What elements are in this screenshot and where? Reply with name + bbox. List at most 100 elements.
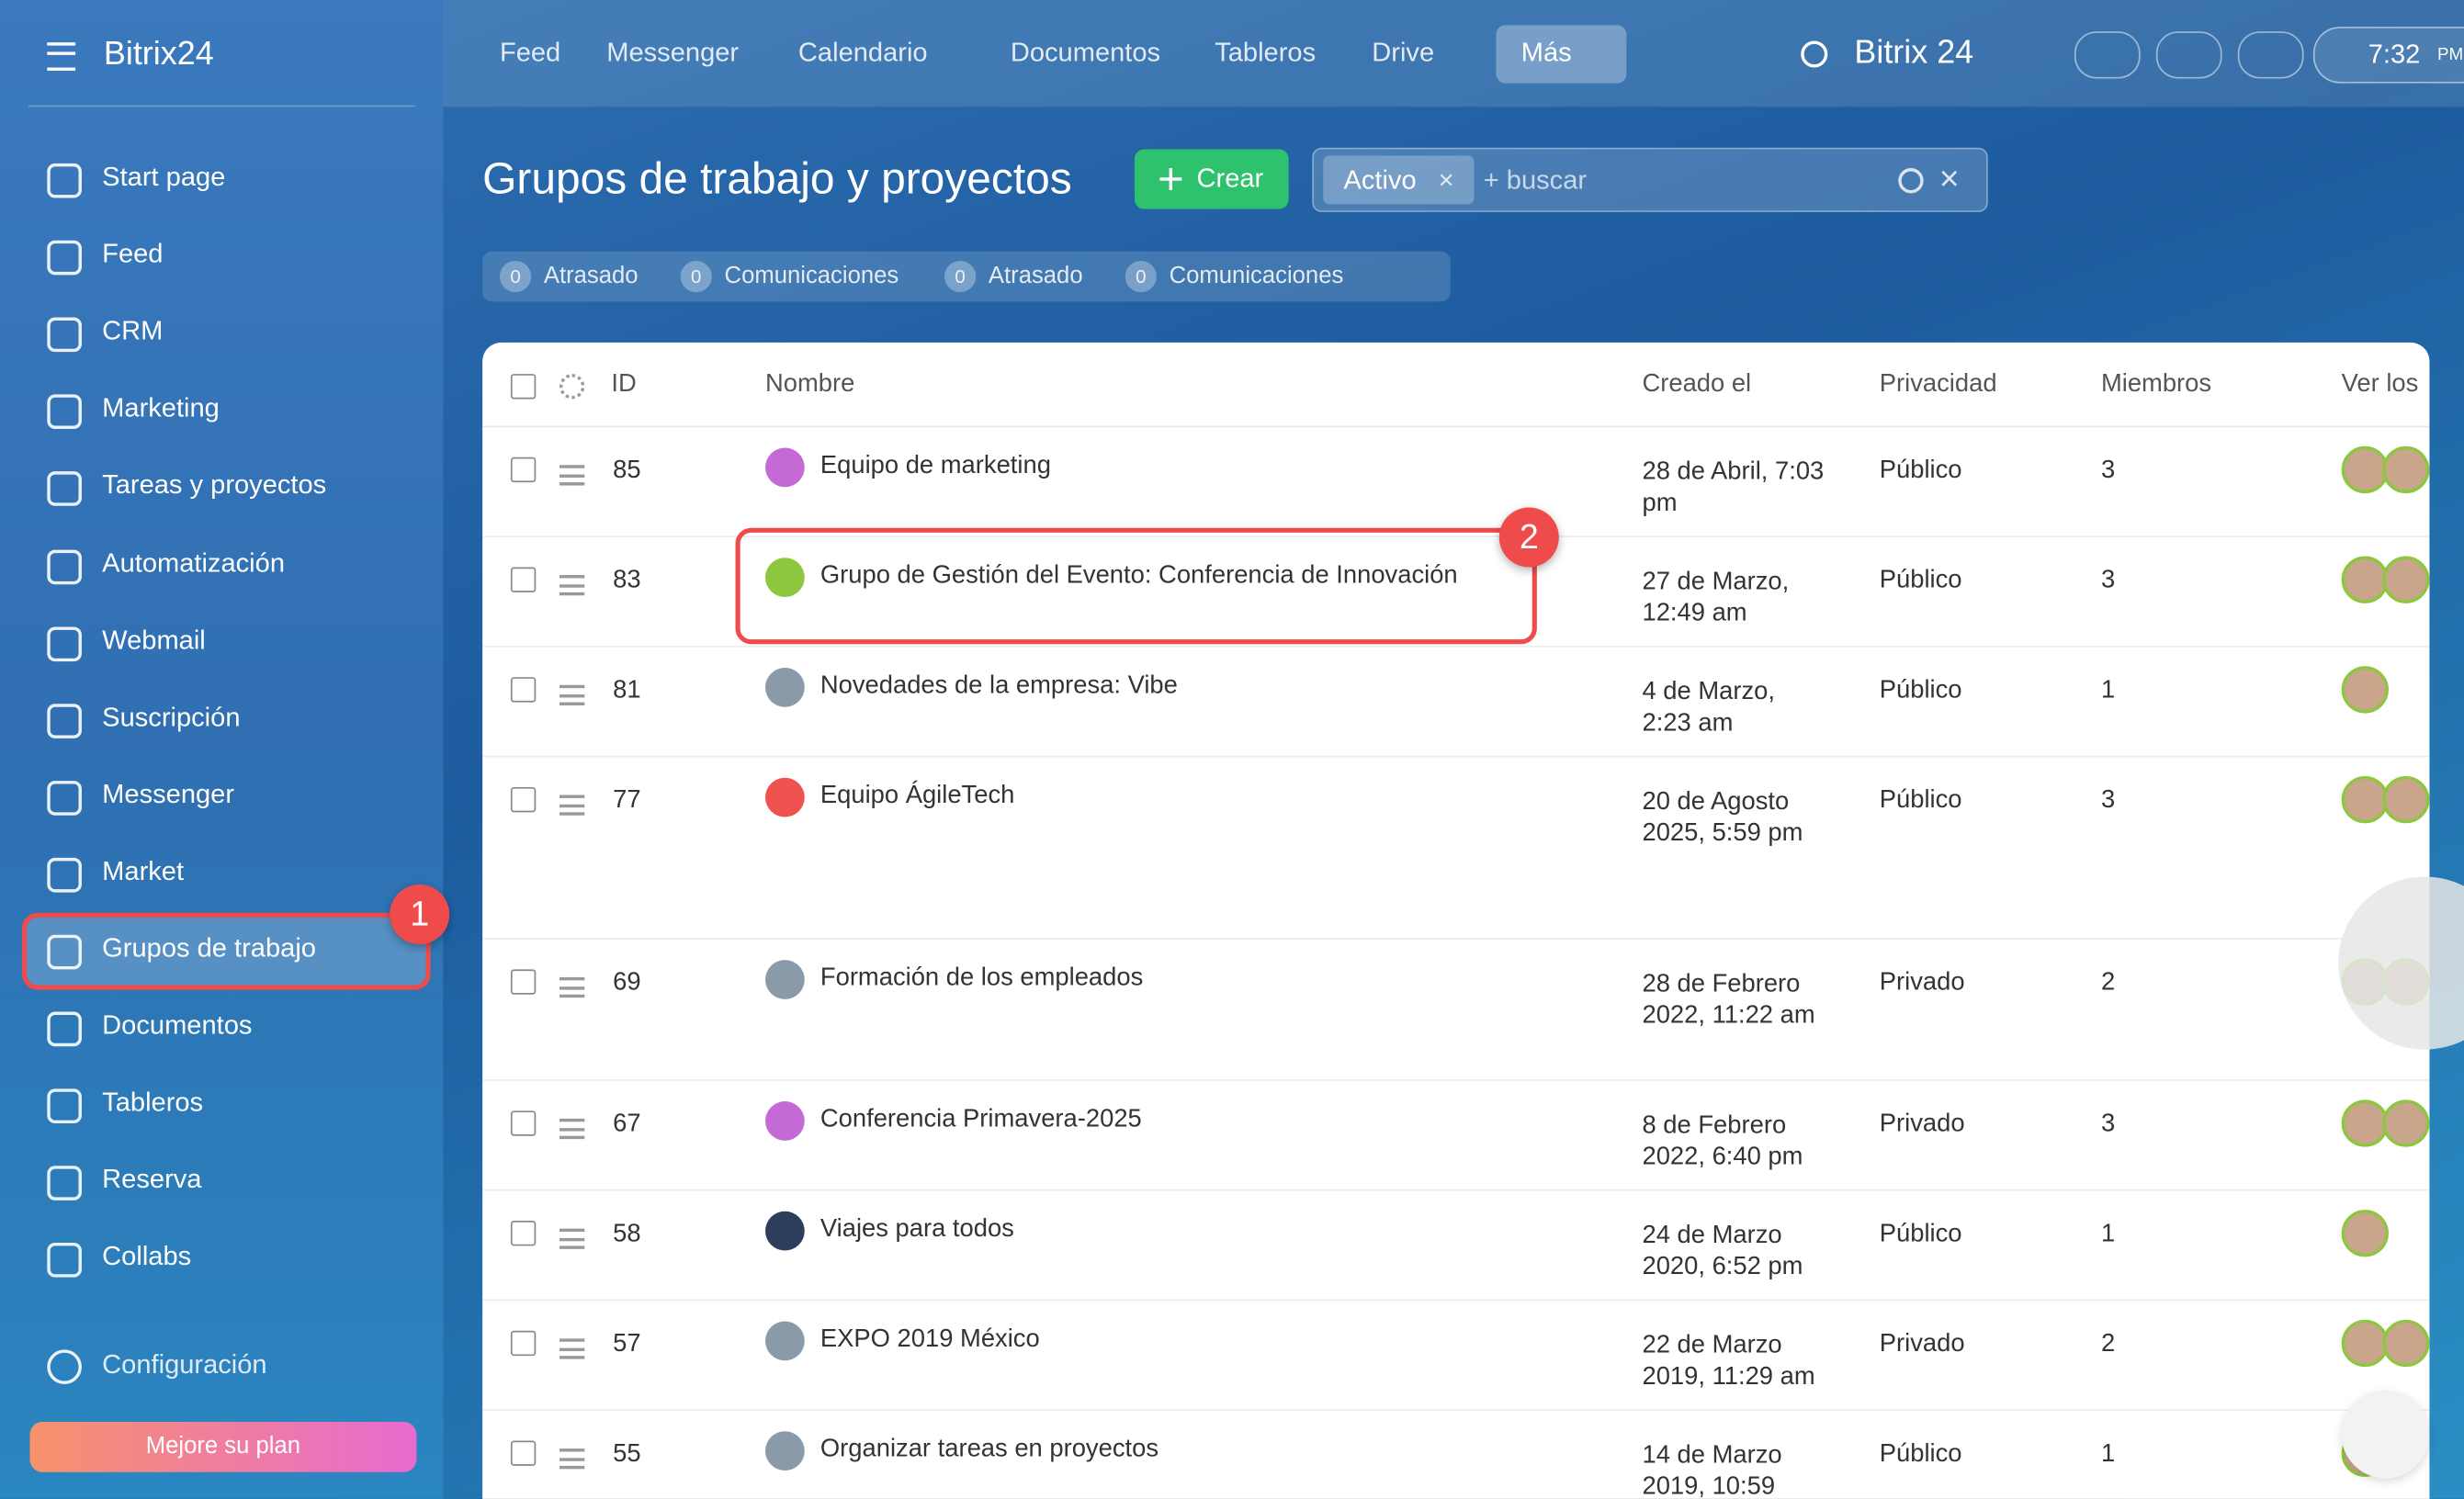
group-name[interactable]: Conferencia Primavera-2025 bbox=[819, 1106, 1142, 1133]
drag-handle[interactable] bbox=[559, 1338, 585, 1359]
menu-item[interactable]: Collabs bbox=[102, 1241, 192, 1272]
invite-button[interactable] bbox=[2074, 31, 2141, 79]
member-avatar[interactable] bbox=[2341, 1099, 2389, 1147]
upgrade-button[interactable]: Mejore su plan bbox=[29, 1422, 417, 1472]
help-button[interactable] bbox=[2237, 31, 2304, 79]
column-header[interactable]: Nombre bbox=[765, 370, 855, 398]
counter[interactable]: 0 Comunicaciones bbox=[1125, 260, 1343, 293]
menu-item[interactable]: Automatización bbox=[102, 547, 286, 578]
row-checkbox[interactable] bbox=[510, 567, 537, 592]
menu-item[interactable]: Marketing bbox=[102, 393, 220, 423]
menu-item[interactable]: Start page bbox=[102, 162, 226, 192]
row-checkbox[interactable] bbox=[510, 1330, 537, 1357]
row-checkbox[interactable] bbox=[510, 456, 537, 483]
row-checkbox[interactable] bbox=[510, 1221, 537, 1246]
drag-handle[interactable] bbox=[559, 1448, 585, 1470]
menu-item[interactable]: Suscripción bbox=[102, 702, 241, 732]
nav-item[interactable]: Feed bbox=[499, 38, 561, 68]
row-checkbox[interactable] bbox=[510, 1440, 537, 1466]
member-avatar[interactable] bbox=[2341, 666, 2389, 714]
list-button[interactable] bbox=[2341, 1390, 2430, 1479]
drag-handle[interactable] bbox=[559, 684, 585, 706]
menu-item[interactable]: Webmail bbox=[102, 625, 206, 655]
rocket-button[interactable] bbox=[2155, 31, 2222, 79]
menu-item[interactable]: Market bbox=[102, 856, 185, 886]
logo[interactable]: Bitrix24 bbox=[103, 36, 214, 73]
header-divider bbox=[482, 425, 2430, 428]
search-clear[interactable]: × bbox=[1938, 158, 1960, 198]
drag-handle[interactable] bbox=[559, 575, 585, 596]
settings-gear[interactable] bbox=[559, 374, 585, 400]
column-header[interactable]: Privacidad bbox=[1879, 370, 1997, 398]
nav-item[interactable]: Tableros bbox=[1215, 38, 1317, 68]
member-avatar[interactable] bbox=[2382, 1319, 2430, 1368]
members: 1 bbox=[2100, 1440, 2116, 1468]
menu-item[interactable]: Tableros bbox=[102, 1087, 204, 1118]
group-name[interactable]: Grupo de Gestión del Evento: Conferencia… bbox=[819, 562, 1458, 590]
column-header[interactable]: Creado el bbox=[1642, 370, 1752, 398]
column-header[interactable]: Miembros bbox=[2100, 370, 2212, 398]
drag-handle[interactable] bbox=[559, 795, 585, 816]
row-checkbox[interactable] bbox=[510, 969, 537, 995]
created-date: 24 de Marzo 2020, 6:52 pm bbox=[1642, 1222, 1803, 1281]
row-checkbox[interactable] bbox=[510, 1110, 537, 1136]
search-icon[interactable] bbox=[1801, 40, 1828, 68]
counter[interactable]: 0 Comunicaciones bbox=[680, 260, 899, 293]
drag-handle[interactable] bbox=[559, 1228, 585, 1249]
create-button[interactable]: Crear bbox=[1134, 149, 1289, 209]
select-all[interactable] bbox=[510, 374, 537, 400]
menu-item[interactable]: Grupos de trabajo bbox=[102, 933, 316, 964]
group-name[interactable]: Organizar tareas en proyectos bbox=[819, 1436, 1159, 1463]
created-date: 28 de Abril, 7:03 pm bbox=[1642, 458, 1825, 517]
column-header[interactable]: ID bbox=[611, 370, 637, 398]
nav-item[interactable]: Más bbox=[1520, 38, 1572, 68]
menu-item[interactable]: Messenger bbox=[102, 779, 235, 809]
member-avatar[interactable] bbox=[2382, 556, 2430, 603]
group-name[interactable]: EXPO 2019 México bbox=[819, 1325, 1040, 1353]
highlight-box bbox=[21, 912, 431, 990]
menu-icon[interactable] bbox=[47, 42, 76, 71]
nav-item[interactable]: Documentos bbox=[1010, 38, 1161, 68]
member-avatar[interactable] bbox=[2341, 1210, 2389, 1257]
search-go[interactable] bbox=[1898, 168, 1924, 194]
nav-item[interactable]: Drive bbox=[1372, 38, 1435, 68]
privacy: Privado bbox=[1879, 1110, 1965, 1138]
menu-item[interactable]: Feed bbox=[102, 239, 164, 269]
search-box[interactable]: Activo × + buscar × bbox=[1312, 147, 1988, 212]
group-name[interactable]: Equipo de marketing bbox=[819, 452, 1051, 479]
drag-handle[interactable] bbox=[559, 465, 585, 486]
settings-link[interactable]: Configuración bbox=[102, 1349, 267, 1380]
row-checkbox[interactable] bbox=[510, 677, 537, 703]
member-avatar[interactable] bbox=[2382, 1099, 2430, 1147]
row-checkbox[interactable] bbox=[510, 786, 537, 813]
group-name[interactable]: Equipo ÁgileTech bbox=[819, 782, 1015, 809]
counter[interactable]: 0 Atrasado bbox=[499, 260, 639, 293]
row-divider bbox=[482, 1079, 2430, 1081]
nav-item[interactable]: Messenger bbox=[606, 38, 740, 68]
member-avatar[interactable] bbox=[2341, 775, 2389, 824]
menu-icon bbox=[47, 1243, 82, 1279]
tag-remove[interactable]: × bbox=[1438, 164, 1454, 196]
menu-item[interactable]: Reserva bbox=[102, 1164, 202, 1195]
member-avatar[interactable] bbox=[2382, 445, 2430, 494]
counter-label: Atrasado bbox=[543, 262, 639, 289]
members: 3 bbox=[2100, 567, 2116, 594]
clock[interactable]: 7:32 PM bbox=[2312, 27, 2464, 84]
menu-item[interactable]: Tareas y proyectos bbox=[102, 470, 327, 501]
group-name[interactable]: Viajes para todos bbox=[819, 1215, 1014, 1244]
filter-tag[interactable]: Activo × bbox=[1323, 155, 1475, 205]
nav-item[interactable]: Calendario bbox=[797, 38, 928, 68]
counter[interactable]: 0 Atrasado bbox=[944, 260, 1083, 293]
row-divider bbox=[482, 938, 2430, 940]
created-date: 4 de Marzo, 2:23 am bbox=[1642, 678, 1775, 738]
menu-item[interactable]: CRM bbox=[102, 316, 164, 346]
drag-handle[interactable] bbox=[559, 1118, 585, 1140]
group-name[interactable]: Novedades de la empresa: Vibe bbox=[819, 672, 1178, 700]
created-date: 14 de Marzo 2019, 10:59 bbox=[1642, 1442, 1782, 1499]
member-avatar[interactable] bbox=[2341, 1319, 2389, 1368]
column-header[interactable]: Ver los bbox=[2341, 370, 2419, 398]
menu-item[interactable]: Documentos bbox=[102, 1010, 253, 1041]
member-avatar[interactable] bbox=[2382, 775, 2430, 824]
group-name[interactable]: Formación de los empleados bbox=[819, 964, 1144, 992]
drag-handle[interactable] bbox=[559, 976, 585, 998]
